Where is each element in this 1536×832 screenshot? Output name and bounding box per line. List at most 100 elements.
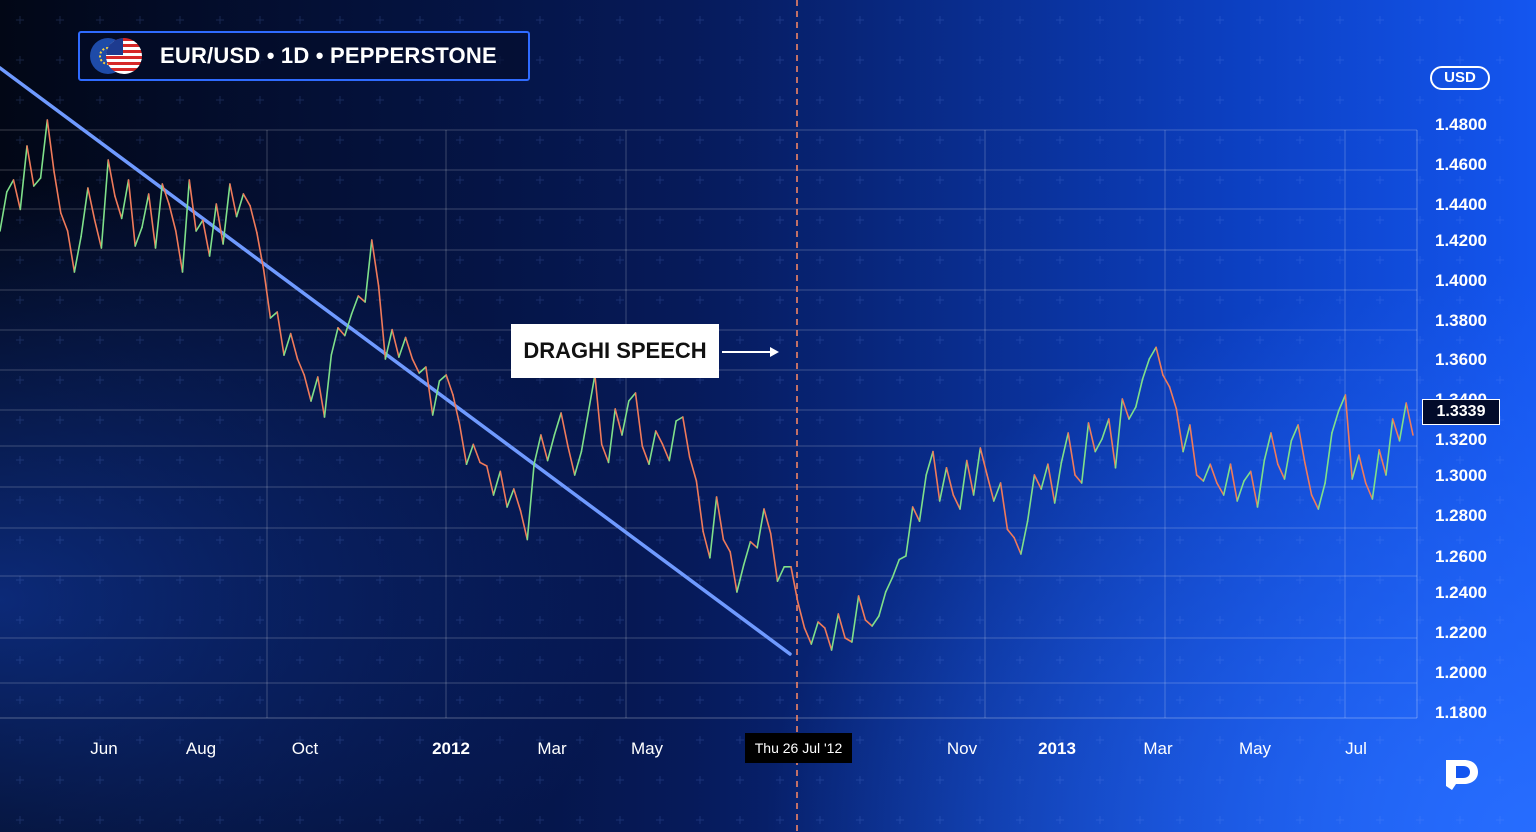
price-segment <box>438 374 448 382</box>
price-segment <box>769 532 779 583</box>
price-segment <box>844 637 853 643</box>
price-segment <box>235 193 245 218</box>
price-segment <box>594 374 603 446</box>
price-segment <box>66 230 76 273</box>
price-segment <box>1249 470 1259 508</box>
symbol-badge-text: EUR/USD • 1D • PEPPERSTONE <box>160 43 497 68</box>
price-segment <box>742 540 752 566</box>
y-tick-label: 1.2600 <box>1435 547 1487 566</box>
price-segment <box>526 463 535 541</box>
price-segment <box>127 179 136 247</box>
price-segment <box>310 376 319 402</box>
price-segment <box>1277 463 1286 480</box>
price-segment <box>695 480 704 533</box>
price-segment <box>418 366 427 374</box>
price-segment <box>39 119 49 179</box>
x-tick-label: 2013 <box>1038 739 1076 758</box>
price-segment <box>763 508 772 535</box>
symbol-badge[interactable]: EUR/USD • 1D • PEPPERSTONE <box>78 31 530 81</box>
price-segment <box>675 416 684 422</box>
price-segment <box>688 456 698 482</box>
price-segment <box>709 496 718 559</box>
price-segment <box>1094 438 1103 453</box>
y-tick-label: 1.2000 <box>1435 663 1487 682</box>
price-segment <box>1371 448 1380 500</box>
price-segment <box>1155 346 1164 376</box>
price-segment <box>641 445 650 466</box>
price-segment <box>587 374 596 414</box>
trendline[interactable] <box>0 66 792 656</box>
price-segment <box>661 443 671 462</box>
price-segment <box>1114 398 1124 469</box>
price-segment <box>884 576 894 593</box>
price-segment <box>100 159 109 249</box>
price-segment <box>1101 418 1110 440</box>
price-segment <box>202 219 211 257</box>
price-segment <box>607 408 617 464</box>
price-segment <box>222 183 231 245</box>
price-segment <box>1243 470 1252 482</box>
price-segment <box>350 295 360 315</box>
price-segment <box>830 613 840 651</box>
price-segment <box>215 203 224 245</box>
price-segment <box>154 183 164 249</box>
currency-toggle[interactable]: USD <box>1430 66 1490 90</box>
price-segment <box>1337 394 1347 412</box>
price-segment <box>614 408 623 436</box>
price-segment <box>553 412 562 436</box>
price-segment <box>242 193 251 207</box>
price-segment <box>1006 528 1015 539</box>
price-segment <box>1331 410 1340 434</box>
price-segment <box>472 443 481 464</box>
last-price-tag: 1.3339 <box>1422 399 1500 425</box>
price-segment <box>952 494 961 510</box>
x-tick-label: 2012 <box>432 739 470 758</box>
price-segment <box>938 466 948 502</box>
price-segment <box>1195 474 1205 482</box>
price-segment <box>1297 424 1306 464</box>
price-segment <box>452 394 461 426</box>
price-segment <box>398 336 407 358</box>
price-segment <box>1026 474 1036 523</box>
price-segment <box>377 285 387 360</box>
price-segment <box>195 219 204 232</box>
price-series <box>0 119 1414 651</box>
price-segment <box>73 235 82 273</box>
price-segment <box>634 392 644 448</box>
x-tick-label: Jul <box>1345 739 1367 758</box>
price-segment <box>479 461 488 467</box>
price-segment <box>1033 474 1042 490</box>
price-segment <box>283 332 292 356</box>
price-segment <box>898 555 907 561</box>
price-segment <box>411 358 421 374</box>
price-segment <box>1067 432 1076 476</box>
price-segment <box>1168 386 1178 410</box>
price-segment <box>1229 463 1238 502</box>
y-tick-label: 1.3600 <box>1435 350 1487 369</box>
price-segment <box>1189 424 1198 476</box>
price-segment <box>918 474 928 523</box>
pepperstone-logo-icon <box>1446 760 1478 790</box>
price-segment <box>573 450 583 476</box>
price-segment <box>905 506 914 557</box>
price-segment <box>485 465 495 496</box>
price-segment <box>93 219 103 249</box>
price-segment <box>790 565 799 603</box>
price-segment <box>181 179 191 273</box>
price-segment <box>1128 406 1137 420</box>
price-segment <box>648 430 657 466</box>
price-segment <box>1182 424 1191 453</box>
y-tick-label: 1.3200 <box>1435 430 1487 449</box>
price-segment <box>857 595 867 621</box>
price-segment <box>817 621 826 629</box>
price-segment <box>1256 459 1266 508</box>
price-segment <box>986 474 995 502</box>
price-segment <box>370 239 380 287</box>
price-segment <box>749 540 759 549</box>
price-segment <box>188 179 197 232</box>
price-segment <box>681 416 691 458</box>
price-segment <box>911 506 921 523</box>
